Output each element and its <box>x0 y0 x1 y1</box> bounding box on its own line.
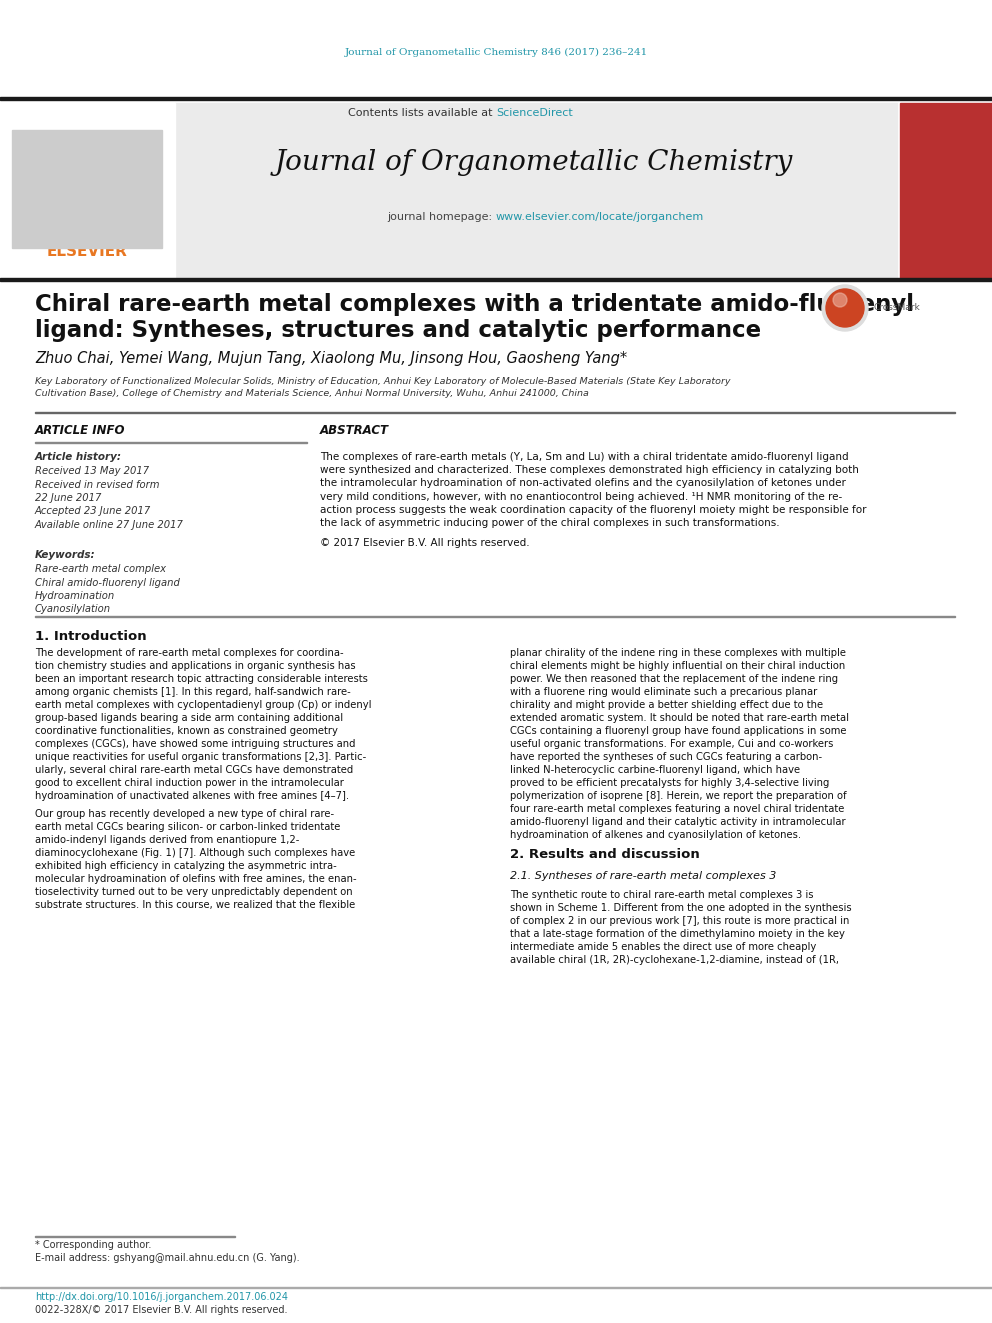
Text: The synthetic route to chiral rare-earth metal complexes 3 is: The synthetic route to chiral rare-earth… <box>510 890 813 900</box>
Text: tioselectivity turned out to be very unpredictably dependent on: tioselectivity turned out to be very unp… <box>35 886 352 897</box>
Text: Journal
of Organo-
metallic
Chemistry: Journal of Organo- metallic Chemistry <box>930 108 961 131</box>
Text: chirality and might provide a better shielding effect due to the: chirality and might provide a better shi… <box>510 700 823 710</box>
Text: exhibited high efficiency in catalyzing the asymmetric intra-: exhibited high efficiency in catalyzing … <box>35 861 336 871</box>
Text: ularly, several chiral rare-earth metal CGCs have demonstrated: ularly, several chiral rare-earth metal … <box>35 765 353 775</box>
Text: hydroamination of unactivated alkenes with free amines [4–7].: hydroamination of unactivated alkenes wi… <box>35 791 349 800</box>
Text: Contents lists available at: Contents lists available at <box>348 108 496 118</box>
Text: good to excellent chiral induction power in the intramolecular: good to excellent chiral induction power… <box>35 778 344 789</box>
Text: www.elsevier.com/locate/jorganchem: www.elsevier.com/locate/jorganchem <box>496 212 704 222</box>
Text: Keywords:: Keywords: <box>35 550 95 560</box>
Text: have reported the syntheses of such CGCs featuring a carbon-: have reported the syntheses of such CGCs… <box>510 751 822 762</box>
Text: intermediate amide 5 enables the direct use of more cheaply: intermediate amide 5 enables the direct … <box>510 942 816 953</box>
Text: Zhuo Chai, Yemei Wang, Mujun Tang, Xiaolong Mu, Jinsong Hou, Gaosheng Yang*: Zhuo Chai, Yemei Wang, Mujun Tang, Xiaol… <box>35 351 627 365</box>
Bar <box>12 130 162 247</box>
Text: ARTICLE INFO: ARTICLE INFO <box>35 423 126 437</box>
Text: Key Laboratory of Functionalized Molecular Solids, Ministry of Education, Anhui : Key Laboratory of Functionalized Molecul… <box>35 377 730 385</box>
Text: hydroamination of alkenes and cyanosilylation of ketones.: hydroamination of alkenes and cyanosilyl… <box>510 830 802 840</box>
Bar <box>0 278 992 280</box>
Text: ScienceDirect: ScienceDirect <box>496 108 572 118</box>
Text: the lack of asymmetric inducing power of the chiral complexes in such transforma: the lack of asymmetric inducing power of… <box>320 519 780 528</box>
Text: molecular hydroamination of olefins with free amines, the enan-: molecular hydroamination of olefins with… <box>35 875 357 884</box>
Text: planar chirality of the indene ring in these complexes with multiple: planar chirality of the indene ring in t… <box>510 648 846 658</box>
Text: © 2017 Elsevier B.V. All rights reserved.: © 2017 Elsevier B.V. All rights reserved… <box>320 538 530 548</box>
Text: The complexes of rare-earth metals (Y, La, Sm and Lu) with a chiral tridentate a: The complexes of rare-earth metals (Y, L… <box>320 452 848 462</box>
Text: Rare-earth metal complex: Rare-earth metal complex <box>35 564 166 574</box>
Text: 2.1. Syntheses of rare-earth metal complexes 3: 2.1. Syntheses of rare-earth metal compl… <box>510 871 777 881</box>
Text: extended aromatic system. It should be noted that rare-earth metal: extended aromatic system. It should be n… <box>510 713 849 722</box>
Text: Chiral amido-fluorenyl ligand: Chiral amido-fluorenyl ligand <box>35 578 180 587</box>
Text: Hydroamination: Hydroamination <box>35 591 115 601</box>
Circle shape <box>826 288 864 327</box>
Text: very mild conditions, however, with no enantiocontrol being achieved. ¹H NMR mon: very mild conditions, however, with no e… <box>320 492 842 501</box>
Circle shape <box>833 292 847 307</box>
Bar <box>0 103 175 278</box>
Text: 2. Results and discussion: 2. Results and discussion <box>510 848 699 861</box>
Text: journal homepage:: journal homepage: <box>387 212 496 222</box>
Text: diaminocyclohexane (Fig. 1) [7]. Although such complexes have: diaminocyclohexane (Fig. 1) [7]. Althoug… <box>35 848 355 859</box>
Text: Journal of Organometallic Chemistry: Journal of Organometallic Chemistry <box>275 149 794 176</box>
Text: coordinative functionalities, known as constrained geometry: coordinative functionalities, known as c… <box>35 726 338 736</box>
Text: ABSTRACT: ABSTRACT <box>320 423 389 437</box>
Text: Our group has recently developed a new type of chiral rare-: Our group has recently developed a new t… <box>35 808 334 819</box>
Text: chiral elements might be highly influential on their chiral induction: chiral elements might be highly influent… <box>510 662 845 671</box>
Text: been an important research topic attracting considerable interests: been an important research topic attract… <box>35 673 368 684</box>
Text: Cultivation Base), College of Chemistry and Materials Science, Anhui Normal Univ: Cultivation Base), College of Chemistry … <box>35 389 589 398</box>
Text: proved to be efficient precatalysts for highly 3,4-selective living: proved to be efficient precatalysts for … <box>510 778 829 789</box>
Text: Received in revised form: Received in revised form <box>35 479 160 490</box>
Text: substrate structures. In this course, we realized that the flexible: substrate structures. In this course, we… <box>35 900 355 910</box>
Text: Cyanosilylation: Cyanosilylation <box>35 605 111 614</box>
Text: the intramolecular hydroamination of non-activated olefins and the cyanosilylati: the intramolecular hydroamination of non… <box>320 479 846 488</box>
Text: ligand: Syntheses, structures and catalytic performance: ligand: Syntheses, structures and cataly… <box>35 319 761 341</box>
Text: among organic chemists [1]. In this regard, half-sandwich rare-: among organic chemists [1]. In this rega… <box>35 687 351 697</box>
Text: four rare-earth metal complexes featuring a novel chiral tridentate: four rare-earth metal complexes featurin… <box>510 804 844 814</box>
Text: earth metal complexes with cyclopentadienyl group (Cp) or indenyl: earth metal complexes with cyclopentadie… <box>35 700 371 710</box>
Text: were synthesized and characterized. These complexes demonstrated high efficiency: were synthesized and characterized. Thes… <box>320 466 859 475</box>
Text: polymerization of isoprene [8]. Herein, we report the preparation of: polymerization of isoprene [8]. Herein, … <box>510 791 846 800</box>
Bar <box>0 97 992 101</box>
Text: shown in Scheme 1. Different from the one adopted in the synthesis: shown in Scheme 1. Different from the on… <box>510 904 851 913</box>
Text: CrossMark: CrossMark <box>873 303 920 311</box>
Text: earth metal CGCs bearing silicon- or carbon-linked tridentate: earth metal CGCs bearing silicon- or car… <box>35 822 340 832</box>
Text: with a fluorene ring would eliminate such a precarious planar: with a fluorene ring would eliminate suc… <box>510 687 817 697</box>
Text: 0022-328X/© 2017 Elsevier B.V. All rights reserved.: 0022-328X/© 2017 Elsevier B.V. All right… <box>35 1304 288 1315</box>
Circle shape <box>822 284 868 331</box>
Text: of complex 2 in our previous work [7], this route is more practical in: of complex 2 in our previous work [7], t… <box>510 916 849 926</box>
Text: 1. Introduction: 1. Introduction <box>35 631 147 643</box>
Text: power. We then reasoned that the replacement of the indene ring: power. We then reasoned that the replace… <box>510 673 838 684</box>
Text: Received 13 May 2017: Received 13 May 2017 <box>35 466 149 476</box>
Text: Accepted 23 June 2017: Accepted 23 June 2017 <box>35 507 151 516</box>
Text: Chiral rare-earth metal complexes with a tridentate amido-fluorenyl: Chiral rare-earth metal complexes with a… <box>35 294 914 316</box>
Text: available chiral (1R, 2R)-cyclohexane-1,2-diamine, instead of (1R,: available chiral (1R, 2R)-cyclohexane-1,… <box>510 955 839 964</box>
Text: Available online 27 June 2017: Available online 27 June 2017 <box>35 520 184 531</box>
Text: 22 June 2017: 22 June 2017 <box>35 493 101 503</box>
Text: * Corresponding author.: * Corresponding author. <box>35 1240 152 1250</box>
Text: group-based ligands bearing a side arm containing additional: group-based ligands bearing a side arm c… <box>35 713 343 722</box>
Text: amido-indenyl ligands derived from enantiopure 1,2-: amido-indenyl ligands derived from enant… <box>35 835 300 845</box>
Text: Article history:: Article history: <box>35 452 122 462</box>
Text: linked N-heterocyclic carbine-fluorenyl ligand, which have: linked N-heterocyclic carbine-fluorenyl … <box>510 765 801 775</box>
Text: complexes (CGCs), have showed some intriguing structures and: complexes (CGCs), have showed some intri… <box>35 740 355 749</box>
Text: Journal of Organometallic Chemistry 846 (2017) 236–241: Journal of Organometallic Chemistry 846 … <box>344 48 648 57</box>
Bar <box>900 103 992 278</box>
Text: ELSEVIER: ELSEVIER <box>47 245 127 259</box>
Text: that a late-stage formation of the dimethylamino moiety in the key: that a late-stage formation of the dimet… <box>510 929 845 939</box>
Text: The development of rare-earth metal complexes for coordina-: The development of rare-earth metal comp… <box>35 648 343 658</box>
Text: http://dx.doi.org/10.1016/j.jorganchem.2017.06.024: http://dx.doi.org/10.1016/j.jorganchem.2… <box>35 1293 288 1302</box>
Text: E-mail address: gshyang@mail.ahnu.edu.cn (G. Yang).: E-mail address: gshyang@mail.ahnu.edu.cn… <box>35 1253 300 1263</box>
Text: CGCs containing a fluorenyl group have found applications in some: CGCs containing a fluorenyl group have f… <box>510 726 846 736</box>
Text: tion chemistry studies and applications in organic synthesis has: tion chemistry studies and applications … <box>35 662 355 671</box>
Text: unique reactivities for useful organic transformations [2,3]. Partic-: unique reactivities for useful organic t… <box>35 751 366 762</box>
Text: action process suggests the weak coordination capacity of the fluorenyl moiety m: action process suggests the weak coordin… <box>320 505 866 515</box>
Bar <box>175 103 897 278</box>
Text: amido-fluorenyl ligand and their catalytic activity in intramolecular: amido-fluorenyl ligand and their catalyt… <box>510 818 845 827</box>
Text: useful organic transformations. For example, Cui and co-workers: useful organic transformations. For exam… <box>510 740 833 749</box>
